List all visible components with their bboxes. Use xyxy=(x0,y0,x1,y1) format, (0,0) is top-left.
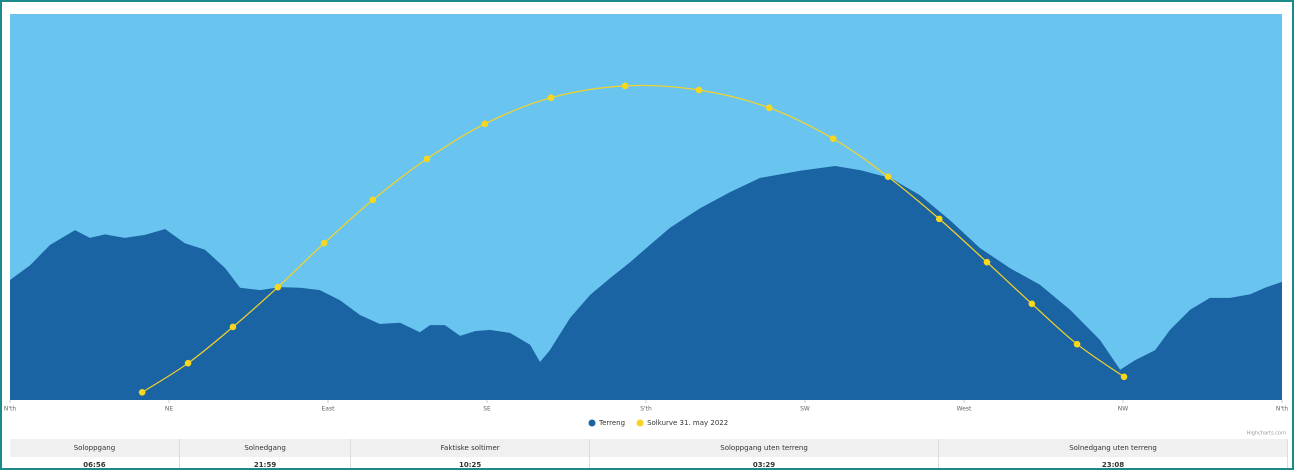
summary-table: Soloppgang Solnedgang Faktiske soltimer Sol… xyxy=(10,439,1289,468)
table-header: Solnedgang uten terreng xyxy=(938,439,1289,457)
x-tick-label: West xyxy=(957,406,972,413)
sun-marker xyxy=(1028,300,1036,308)
x-tick-label: SE xyxy=(483,406,491,413)
sun-marker xyxy=(423,155,431,163)
legend-symbol xyxy=(588,419,596,427)
sun-marker xyxy=(138,388,146,396)
chart: N'th NE East SE S'th SW West NW N'th Terreng Solku… xyxy=(4,14,1288,437)
sun-marker xyxy=(547,94,555,102)
x-tick-label: East xyxy=(322,406,336,413)
sun-marker xyxy=(829,135,837,143)
x-tick-label: S'th xyxy=(640,406,652,413)
sun-marker xyxy=(1120,373,1128,381)
sun-marker xyxy=(1073,340,1081,348)
table-cell: 23:08 xyxy=(938,457,1289,468)
sun-marker xyxy=(766,104,773,112)
table-cell: 03:29 xyxy=(589,457,939,468)
table-header: Soloppgang xyxy=(10,439,180,457)
sun-marker xyxy=(184,359,192,367)
sun-marker xyxy=(621,82,629,90)
table-header: Faktiske soltimer xyxy=(350,439,591,457)
legend-label: Terreng xyxy=(598,419,625,427)
sun-marker xyxy=(481,120,489,128)
legend-symbol xyxy=(636,419,644,427)
sun-marker xyxy=(274,283,282,291)
x-tick-label: NE xyxy=(165,406,173,413)
sun-marker xyxy=(229,323,237,331)
terrain-area xyxy=(10,166,1282,400)
table-row: 06:56 21:59 10:25 03:29 23:08 xyxy=(10,457,1289,468)
sun-marker xyxy=(369,196,377,204)
table-header: Solnedgang xyxy=(179,439,352,457)
sun-marker xyxy=(935,215,943,223)
legend-label: Solkurve 31. may 2022 xyxy=(647,419,728,427)
credits: Highcharts.com xyxy=(1247,431,1286,437)
table-header: Soloppgang uten terreng xyxy=(589,439,939,457)
sun-marker xyxy=(695,86,703,94)
table-cell: 06:56 xyxy=(10,457,180,468)
x-tick-label: N'th xyxy=(1276,406,1288,413)
table-cell: 21:59 xyxy=(179,457,352,468)
sun-marker xyxy=(884,173,892,181)
sun-marker xyxy=(983,258,991,266)
sun-marker xyxy=(320,239,328,247)
x-tick-label: N'th xyxy=(4,406,16,413)
x-tick-label: SW xyxy=(800,406,810,413)
x-tick-label: NW xyxy=(1118,406,1128,413)
table-cell: 10:25 xyxy=(350,457,591,468)
